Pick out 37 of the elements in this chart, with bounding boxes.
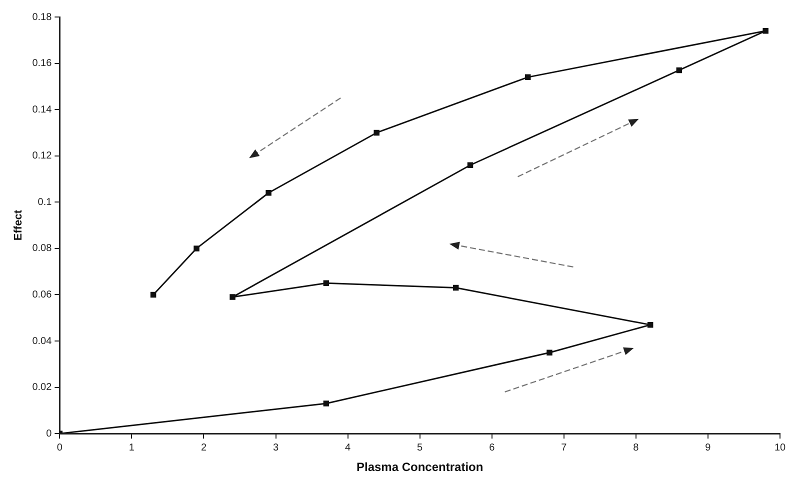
point: [546, 350, 552, 356]
point: [452, 284, 459, 291]
x-tick-label: 3: [272, 442, 279, 454]
y-tick-label: 0.06: [32, 289, 52, 300]
point: [762, 28, 768, 34]
point: [647, 322, 654, 328]
x-axis-title: Plasma Concentration: [356, 460, 484, 474]
x-tick-label: 1: [128, 442, 135, 454]
y-tick-label: 0.18: [32, 12, 52, 23]
x-tick-label: 10: [774, 442, 786, 454]
y-tick-label: 0: [46, 428, 52, 440]
x-tick-label: 8: [633, 442, 640, 454]
x-tick-label: 9: [705, 442, 712, 454]
point: [467, 162, 474, 168]
y-tick-label: 0.14: [32, 104, 52, 116]
point: [194, 246, 200, 252]
x-tick-label: 0: [56, 442, 63, 454]
y-tick-label: 0.1: [38, 196, 52, 208]
point: [676, 67, 682, 74]
point: [230, 294, 236, 300]
y-tick-label: 0.04: [32, 336, 52, 347]
point: [266, 190, 272, 196]
x-tick-label: 4: [345, 442, 352, 454]
point: [323, 400, 330, 406]
x-tick-label: 5: [417, 442, 424, 454]
x-tick-label: 7: [561, 442, 568, 454]
point: [323, 280, 330, 286]
y-tick-label: 0.16: [32, 58, 52, 70]
x-tick-label: 2: [200, 442, 207, 454]
x-tick-label: 6: [489, 442, 496, 454]
y-tick-label: 0.12: [32, 150, 52, 162]
y-axis-title: Effect: [12, 210, 25, 241]
point: [525, 74, 531, 80]
y-tick-label: 0.08: [32, 243, 52, 254]
point: [374, 130, 380, 136]
point: [150, 292, 156, 298]
y-tick-label: 0.02: [32, 382, 52, 394]
